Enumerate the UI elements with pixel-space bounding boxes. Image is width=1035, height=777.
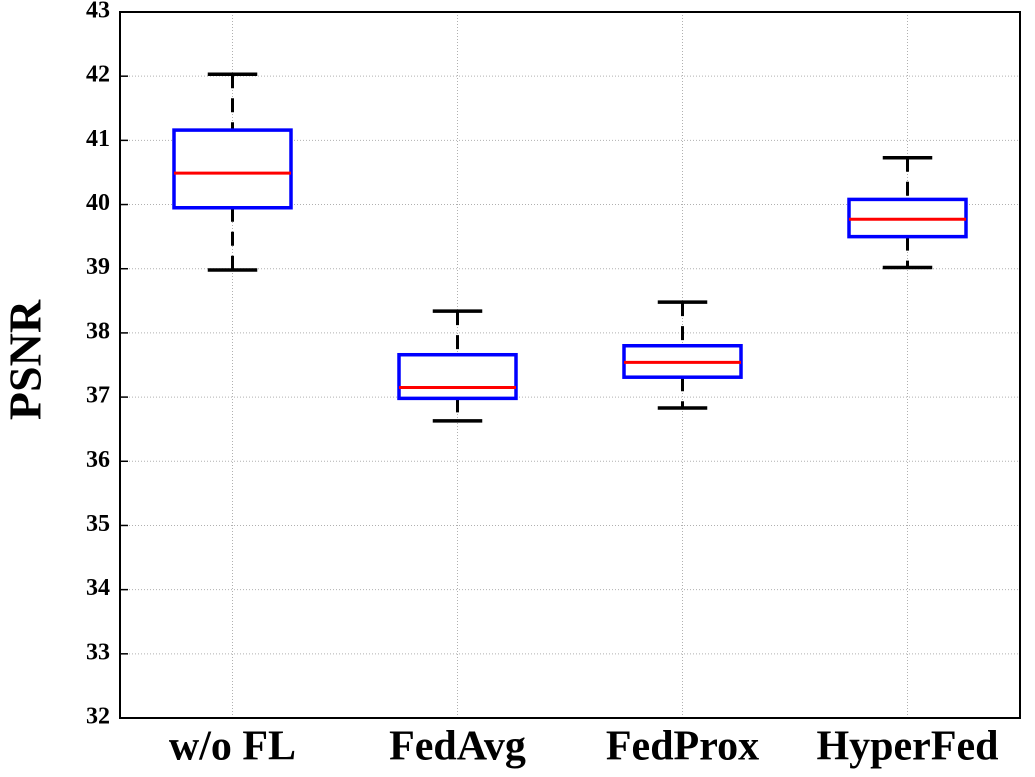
y-tick-label: 40 [86, 190, 110, 216]
y-tick-label: 36 [86, 447, 110, 473]
y-tick-label: 41 [86, 126, 110, 152]
box [172, 128, 293, 210]
x-tick-label: HyperFed [817, 724, 999, 770]
y-tick-label: 39 [86, 254, 110, 280]
y-tick-label: 32 [86, 704, 110, 730]
x-tick-label: FedAvg [389, 724, 526, 770]
y-tick-label: 35 [86, 511, 110, 537]
y-tick-label: 37 [86, 383, 110, 409]
y-tick-label: 33 [86, 639, 110, 665]
y-tick-label: 38 [86, 318, 110, 344]
plot-frame [119, 11, 1021, 719]
x-tick-label: FedProx [606, 724, 759, 770]
y-tick-label: 43 [86, 0, 110, 24]
x-tick-label: w/o FL [169, 724, 296, 770]
y-axis-label: PSNR [0, 299, 51, 420]
y-tick-label: 34 [86, 575, 110, 601]
y-tick-label: 42 [86, 62, 110, 88]
box [397, 352, 518, 401]
